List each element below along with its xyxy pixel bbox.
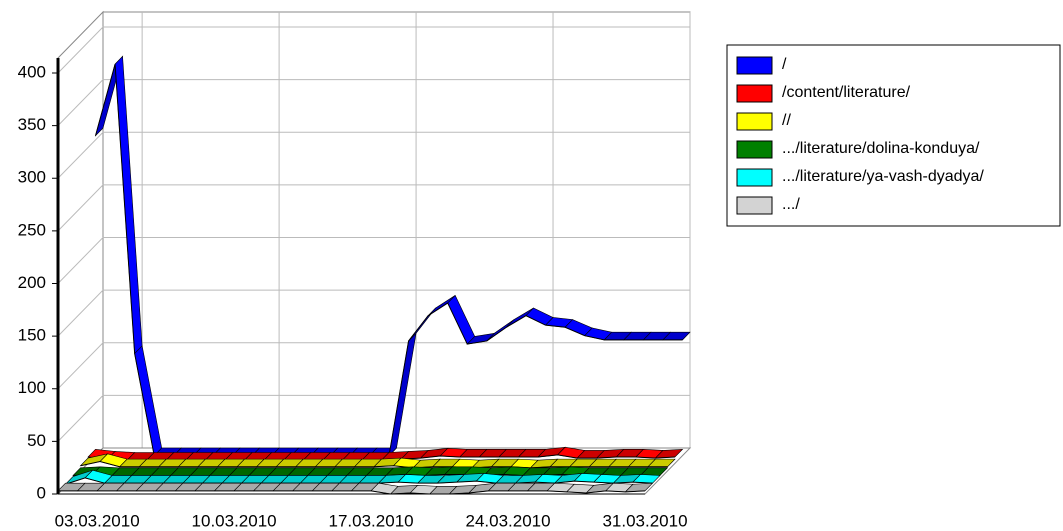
- legend-swatch: [736, 112, 773, 131]
- grid-line: [57, 26, 690, 74]
- y-tick-label: 100: [18, 378, 46, 397]
- grid-line: [57, 394, 690, 442]
- y-tick-label: 250: [18, 220, 46, 239]
- y-tick-label: 0: [37, 483, 46, 502]
- x-tick-label: 03.03.2010: [55, 511, 140, 530]
- left-wall: [57, 10, 104, 496]
- legend-label: .../literature/dolina-konduya/: [782, 140, 980, 157]
- x-tick-label: 17.03.2010: [329, 511, 414, 530]
- legend-label: /: [782, 56, 787, 73]
- grid-line: [57, 131, 690, 179]
- x-tick-label: 31.03.2010: [602, 511, 687, 530]
- back-wall: [102, 11, 691, 449]
- y-tick-label: 50: [27, 431, 46, 450]
- legend-label: .../literature/ya-vash-dyadya/: [782, 168, 984, 185]
- grid-line: [57, 342, 690, 390]
- legend-swatch: [736, 168, 773, 187]
- legend-label: //: [782, 112, 791, 129]
- legend-swatch: [736, 84, 773, 103]
- legend-label: /content/literature/: [782, 84, 911, 101]
- y-tick-label: 350: [18, 115, 46, 134]
- legend-swatch: [736, 196, 773, 215]
- legend-label: .../: [782, 196, 800, 213]
- grid-line: [57, 184, 690, 232]
- legend-swatch: [736, 56, 773, 75]
- grid-line: [57, 237, 690, 284]
- legend-box: [726, 44, 1061, 227]
- grid-line: [57, 79, 690, 126]
- x-tick-label: 24.03.2010: [465, 511, 550, 530]
- y-tick-label: 400: [18, 62, 46, 81]
- x-tick-label: 10.03.2010: [192, 511, 277, 530]
- series-line: [58, 490, 646, 495]
- legend-swatch: [736, 140, 773, 159]
- y-tick-label: 200: [18, 273, 46, 292]
- y-tick-label: 150: [18, 326, 46, 345]
- y-tick-label: 300: [18, 168, 46, 187]
- grid-line: [57, 289, 690, 337]
